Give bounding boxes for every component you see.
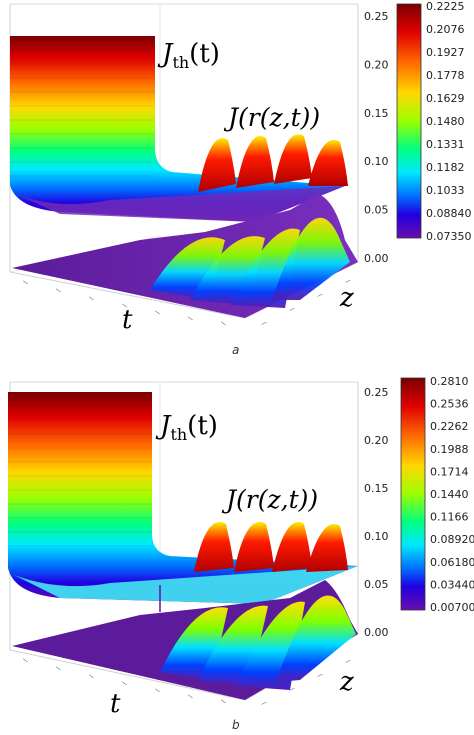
panel-b-colorbar-tick-label: 0.1440 — [430, 488, 469, 501]
panel-a-peak-1 — [198, 138, 236, 192]
panel-a-colorbar-tick-label: 0.08840 — [426, 207, 472, 220]
panel-b-zaxis-tick-label: 0.00 — [364, 626, 389, 639]
panel-b-caption: b — [232, 718, 240, 731]
panel-a-colorbar-ticks: 0.2225 0.2076 0.1927 0.1778 0.1629 0.1480 0.13… — [426, 0, 472, 243]
panel-a-z-axis-label: z — [339, 283, 354, 313]
svg-text:—: — — [260, 699, 268, 708]
panel-a-colorbar-tick-label: 0.2225 — [426, 0, 465, 13]
panel-a-z-axis: 0.25 0.20 0.15 0.10 0.05 0.00 — [364, 10, 389, 265]
svg-text:—: — — [54, 286, 63, 295]
svg-text:—: — — [219, 697, 228, 706]
svg-text:—: — — [153, 686, 162, 695]
svg-text:—: — — [21, 656, 30, 665]
panel-a-jr-label: J(r(z,t)) — [223, 103, 320, 132]
svg-text:—: — — [153, 308, 162, 317]
panel-b-colorbar-tick-label: 0.1714 — [430, 465, 469, 478]
panel-a-colorbar-tick-label: 0.1182 — [426, 161, 465, 174]
panel-a-colorbar-tick-label: 0.1778 — [426, 69, 465, 82]
panel-b-colorbar-tick-label: 0.03440 — [430, 578, 474, 591]
panel-b-colorbar — [400, 377, 426, 611]
panel-a-t-ticks: — — — — — — — — [21, 278, 228, 328]
panel-b-colorbar-ticks: 0.2810 0.2536 0.2262 0.1988 0.1714 0.1440 0.11… — [430, 375, 474, 614]
panel-b-zaxis-tick-label: 0.25 — [364, 386, 389, 399]
panel-b-jr-label: J(r(z,t)) — [221, 485, 318, 514]
svg-text:—: — — [316, 291, 324, 300]
panel-a-jth-contours — [10, 49, 155, 177]
panel-a-zaxis-tick-label: 0.05 — [364, 204, 389, 217]
panel-a-jth-floor — [18, 186, 345, 222]
panel-b-peak-3 — [272, 522, 312, 572]
svg-text:—: — — [21, 278, 30, 287]
panel-b-colorbar-tick-label: 0.06180 — [430, 556, 474, 569]
panel-b-ridge-4 — [276, 595, 356, 682]
panel-b-z-ticks: — — — — — [260, 657, 352, 708]
panel-b: — — — — — — — — — — — 0.250.200.150.100.… — [8, 375, 474, 732]
panel-b-zaxis-tick-label: 0.10 — [364, 530, 389, 543]
panel-b-peak-2 — [234, 522, 274, 572]
panel-a-peak-2 — [236, 136, 274, 188]
panel-a-colorbar-tick-label: 0.1629 — [426, 92, 465, 105]
panel-b-jth-wall — [8, 392, 358, 604]
panel-b-colorbar-tick-label: 0.007000 — [430, 601, 474, 614]
panel-a-zaxis-tick-label: 0.15 — [364, 107, 389, 120]
panel-b-z-axis-label: z — [339, 667, 354, 697]
panel-b-zaxis-tick-label: 0.05 — [364, 578, 389, 591]
panel-a-zaxis-tick-label: 0.00 — [364, 252, 389, 265]
svg-text:—: — — [120, 679, 129, 688]
svg-text:—: — — [54, 664, 63, 673]
svg-text:—: — — [186, 692, 195, 701]
panel-a-jth-wall — [10, 36, 345, 222]
panel-b-colorbar-tick-label: 0.08920 — [430, 533, 474, 546]
panel-a: — — — — — — — — — — — 0.250.200.150.100.… — [9, 0, 472, 357]
panel-b-peak-4 — [306, 523, 348, 572]
panel-a-zaxis-tick-label: 0.25 — [364, 10, 389, 23]
panel-a-ridge-4 — [272, 217, 350, 300]
svg-text:—: — — [260, 319, 268, 328]
panel-a-colorbar-tick-label: 0.1033 — [426, 184, 465, 197]
svg-text:—: — — [316, 671, 324, 680]
panel-a-colorbar-tick-label: 0.2076 — [426, 23, 465, 36]
panel-a-z-ticks: — — — — — [260, 277, 352, 328]
panel-b-colorbar-tick-label: 0.2536 — [430, 398, 469, 411]
panel-b-peak-1 — [194, 522, 234, 572]
panel-a-jth-label: Jth(t) — [157, 39, 220, 72]
svg-text:—: — — [288, 685, 296, 694]
panel-a-peak-4 — [308, 139, 348, 186]
svg-text:—: — — [87, 672, 96, 681]
panel-b-zaxis-tick-label: 0.20 — [364, 434, 389, 447]
panel-b-t-ticks: — — — — — — — — [21, 656, 228, 706]
panel-b-colorbar-tick-label: 0.2262 — [430, 420, 469, 433]
panel-b-jth-floor — [14, 566, 358, 604]
panel-b-z-axis: 0.25 0.20 0.15 0.10 0.05 0.00 — [364, 386, 389, 639]
panel-a-zaxis-tick-label: 0.20 — [364, 58, 389, 71]
panel-a-zaxis-tick-label: 0.10 — [364, 155, 389, 168]
panel-b-jth-label: Jth(t) — [155, 411, 218, 444]
svg-text:—: — — [120, 301, 129, 310]
panel-a-colorbar-tick-label: 0.1331 — [426, 138, 465, 151]
panel-a-colorbar-tick-label: 0.1927 — [426, 46, 465, 59]
svg-text:—: — — [87, 294, 96, 303]
svg-text:—: — — [219, 319, 228, 328]
panel-b-jth-contours — [8, 405, 152, 547]
panel-a-colorbar-tick-label: 0.1480 — [426, 115, 465, 128]
svg-text:—: — — [344, 277, 352, 286]
svg-text:—: — — [344, 657, 352, 666]
panel-b-colorbar-tick-label: 0.1166 — [430, 511, 469, 524]
panel-a-caption: a — [232, 343, 239, 357]
svg-text:—: — — [288, 305, 296, 314]
panel-a-t-axis-label: t — [122, 305, 133, 335]
panel-b-colorbar-tick-label: 0.1988 — [430, 443, 469, 456]
panel-b-colorbar-tick-label: 0.2810 — [430, 375, 469, 388]
svg-text:—: — — [186, 314, 195, 323]
panel-a-colorbar-tick-label: 0.07350 — [426, 230, 472, 243]
panel-b-t-axis-label: t — [110, 689, 121, 719]
panel-b-zaxis-tick-label: 0.15 — [364, 482, 389, 495]
panel-a-colorbar — [396, 3, 422, 239]
panel-a-peak-3 — [274, 134, 312, 184]
